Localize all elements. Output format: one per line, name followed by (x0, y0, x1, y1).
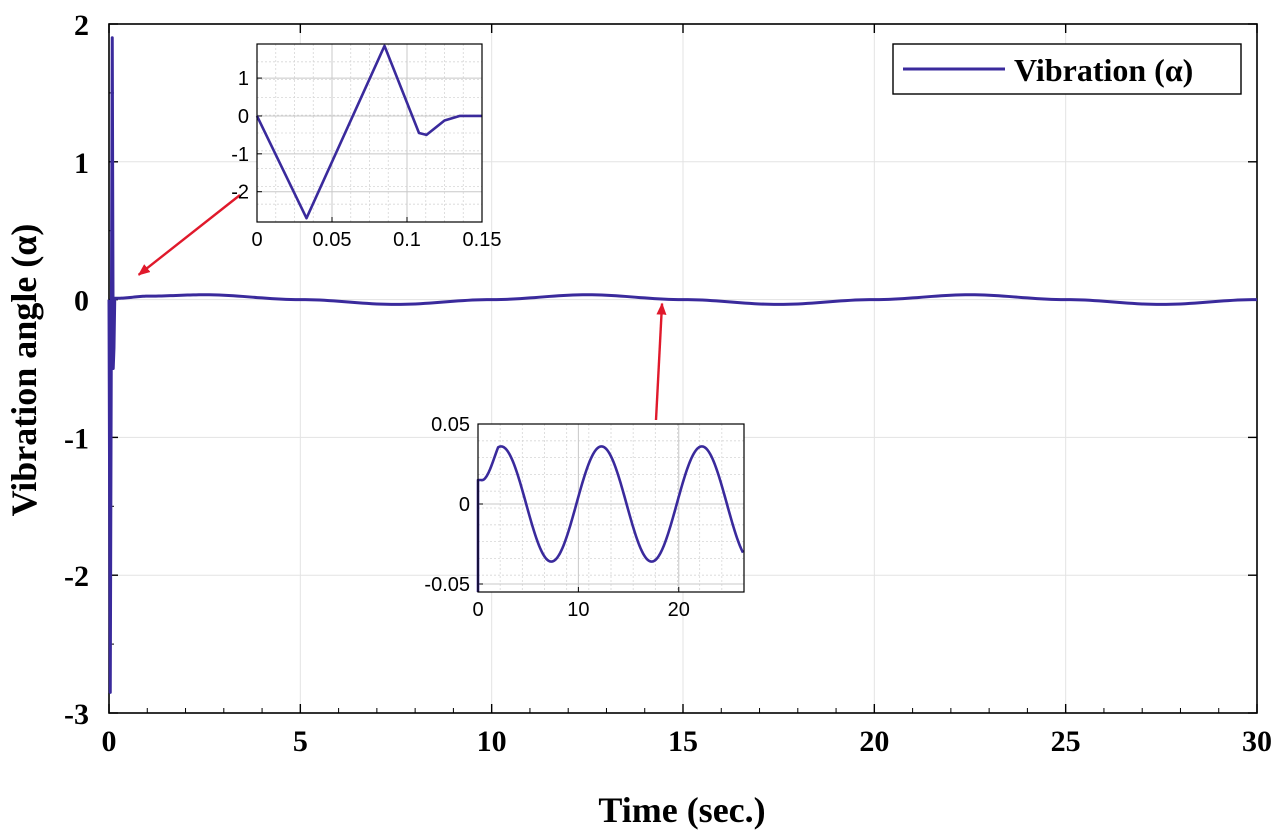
inset1-x-tick-label: 0.1 (393, 229, 421, 251)
x-tick-label: 0 (102, 725, 117, 758)
x-tick-label: 20 (859, 725, 889, 758)
x-tick-label: 15 (668, 725, 698, 758)
x-axis-label: Time (sec.) (598, 790, 765, 830)
y-tick-label: 0 (74, 285, 89, 318)
main-series (107, 36, 1258, 694)
inset1-y-tick-label: -1 (231, 144, 249, 166)
inset1-x-tick-label: 0 (251, 229, 262, 251)
x-tick-label: 10 (477, 725, 507, 758)
inset2-series-line (476, 445, 745, 592)
x-tick-label: 25 (1051, 725, 1081, 758)
y-tick-label: -2 (64, 560, 89, 593)
inset1-x-tick-label: 0.05 (313, 229, 352, 251)
inset1-x-tick-label: 0.15 (463, 229, 502, 251)
legend-entry: Vibration (α) (1014, 52, 1193, 88)
x-tick-label: 30 (1242, 725, 1272, 758)
inset-initial-transient: 0 0.05 0.1 0.15 -2 -1 0 1 (231, 43, 502, 251)
y-axis-label: Vibration angle (α) (4, 224, 44, 517)
inset1-frame (256, 43, 483, 223)
y-tick-label: -1 (64, 422, 89, 455)
inset1-y-tick-label: 1 (238, 68, 249, 90)
inset2-y-tick-label: 0 (459, 494, 470, 516)
inset1-y-tick-label: 0 (238, 106, 249, 128)
inset1-series-line (255, 44, 482, 220)
inset2-x-tick-label: 20 (668, 599, 690, 621)
annotation-arrows (137, 194, 667, 421)
y-tick-label: -3 (64, 698, 89, 731)
inset2-frame (477, 423, 745, 593)
x-tick-label: 5 (293, 725, 308, 758)
inset2-x-tick-label: 10 (567, 599, 589, 621)
inset2-y-tick-label: -0.05 (424, 574, 470, 596)
arrow-to-transient (137, 194, 241, 276)
series-line-vibration (107, 36, 1258, 694)
y-tick-label: 1 (74, 147, 89, 180)
inset2-y-tick-label: 0.05 (431, 414, 470, 436)
inset1-y-tick-label: -2 (231, 182, 249, 204)
inset2-x-tick-label: 0 (472, 599, 483, 621)
legend: Vibration (α) (892, 43, 1242, 95)
arrow-to-oscillation (654, 302, 667, 421)
y-tick-label: 2 (74, 9, 89, 42)
